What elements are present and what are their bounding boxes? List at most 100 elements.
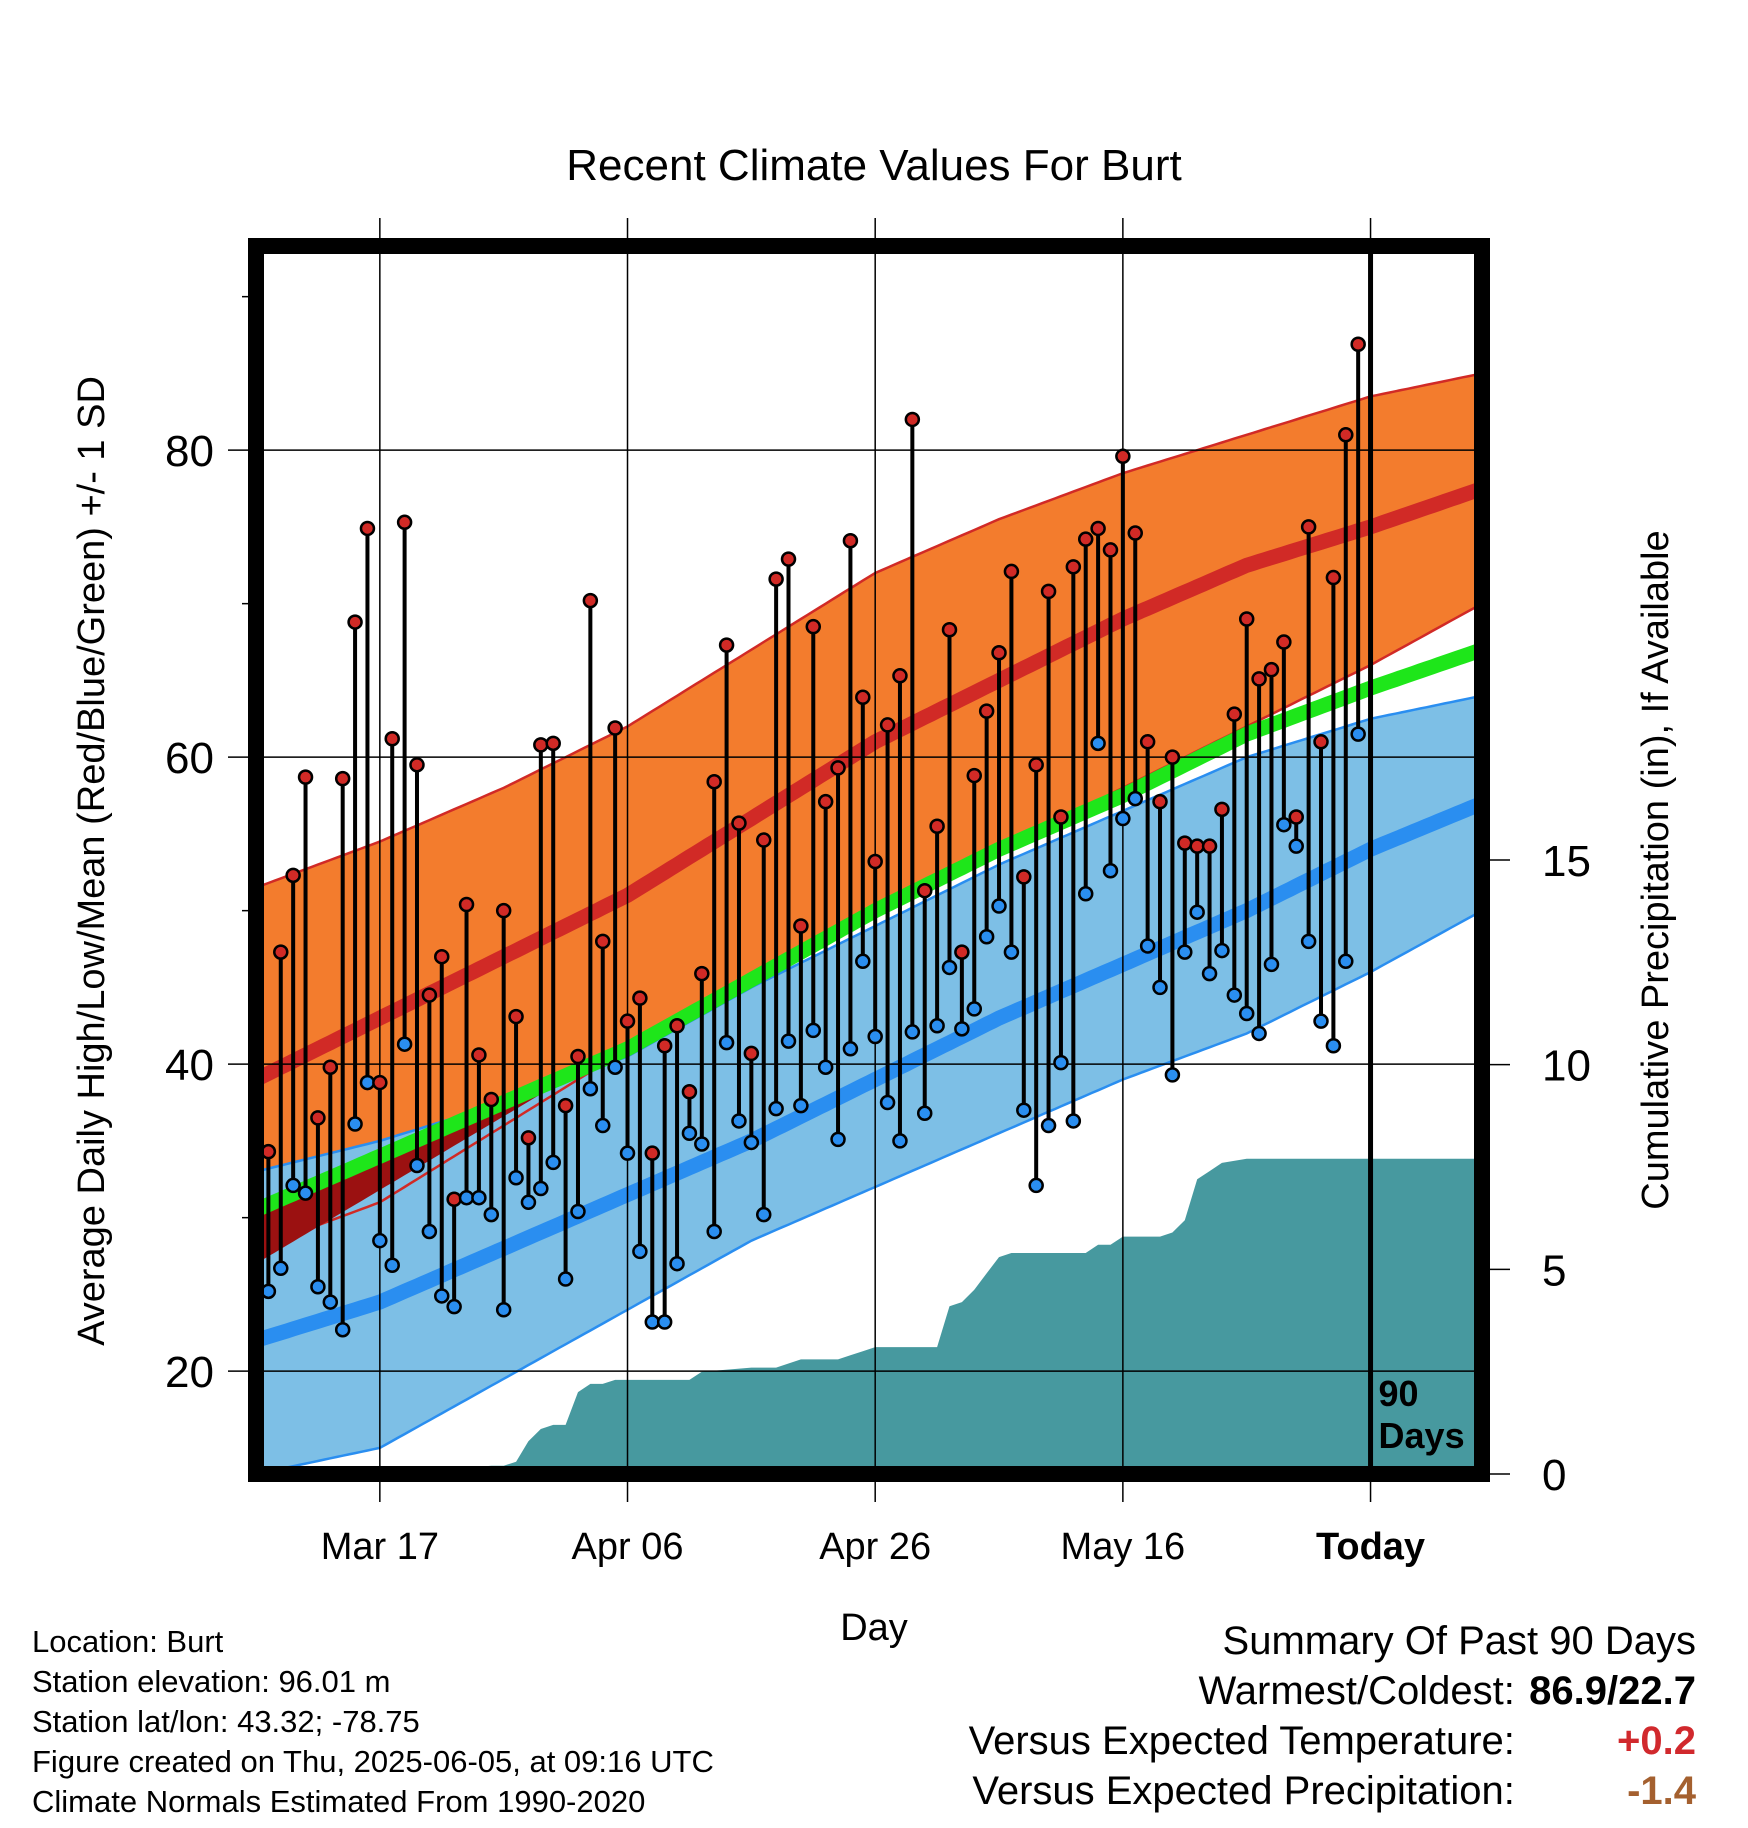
daily-high-point <box>669 1018 685 1034</box>
x-tick-label: May 16 <box>1061 1526 1186 1568</box>
daily-low-point <box>632 1243 648 1260</box>
daily-high-point <box>830 760 846 776</box>
daily-low-point <box>855 953 871 970</box>
daily-high-point <box>372 1074 388 1091</box>
daily-high-point <box>1300 519 1317 535</box>
daily-low-point <box>1028 1177 1044 1194</box>
daily-high-point <box>1065 559 1082 575</box>
daily-high-point <box>1288 809 1304 825</box>
daily-low-point <box>1214 942 1230 959</box>
daily-high-point <box>1338 427 1354 443</box>
daily-high-point <box>1040 583 1057 600</box>
daily-high-point <box>1189 838 1205 854</box>
daily-high-point <box>1313 734 1329 750</box>
daily-low-point <box>273 1260 289 1277</box>
daily-high-point <box>1127 525 1144 541</box>
daily-low-point <box>483 1206 500 1223</box>
daily-high-point <box>334 770 351 787</box>
daily-high-point <box>582 592 599 609</box>
normal-high-line <box>256 481 1482 1087</box>
daily-low-point <box>731 1113 747 1129</box>
daily-low-point <box>520 1194 537 1211</box>
y-tick-label-left: 40 <box>165 1041 214 1090</box>
daily-high-point <box>607 720 623 736</box>
summary-heading: Summary Of Past 90 Days <box>1222 1619 1696 1663</box>
normal-low-line <box>256 796 1482 1348</box>
daily-low-point <box>1090 735 1106 752</box>
daily-low-point <box>1338 953 1354 970</box>
daily-high-point <box>644 1145 661 1161</box>
daily-low-point <box>545 1154 561 1171</box>
temp-departure-value: +0.2 <box>1617 1719 1696 1763</box>
daily-low-point <box>285 1177 301 1194</box>
daily-high-point <box>1263 661 1280 678</box>
daily-low-point <box>582 1080 599 1097</box>
daily-low-point <box>867 1028 883 1045</box>
daily-low-point <box>644 1314 661 1330</box>
daily-low-point <box>322 1294 339 1310</box>
daily-low-point <box>310 1278 326 1295</box>
daily-high-point <box>929 818 945 834</box>
precipitation-area <box>317 1158 1482 1474</box>
daily-high-point <box>471 1047 487 1063</box>
daily-low-point <box>1164 1067 1181 1083</box>
station-info: Location: Burt Station elevation: 96.01 … <box>32 1622 714 1822</box>
daily-low-point <box>1065 1113 1082 1129</box>
daily-low-point <box>991 898 1007 914</box>
daily-high-point <box>780 551 797 567</box>
daily-low-point <box>372 1232 388 1249</box>
daily-high-point <box>954 944 970 960</box>
x-tick-label: Apr 26 <box>819 1526 931 1568</box>
daily-high-point <box>619 1013 636 1029</box>
daily-high-point <box>1251 671 1267 687</box>
daily-low-point <box>347 1116 363 1132</box>
today-marker-label-1: 90 <box>1379 1373 1419 1414</box>
daily-low-point <box>1288 838 1304 854</box>
daily-low-point <box>471 1189 487 1206</box>
x-tick-label: Apr 06 <box>572 1526 684 1568</box>
daily-low-point <box>1077 886 1094 902</box>
daily-high-point <box>743 1045 760 1062</box>
daily-low-point <box>966 1001 983 1017</box>
daily-low-point <box>1040 1117 1057 1134</box>
daily-high-point <box>941 622 958 638</box>
daily-low-point <box>1350 726 1366 742</box>
daily-low-point <box>904 1024 921 1040</box>
daily-high-point <box>656 1037 673 1054</box>
daily-high-point <box>805 618 822 635</box>
daily-high-point <box>1177 835 1193 851</box>
y-axis-label-left: Average Daily High/Low/Mean (Red/Blue/Gr… <box>71 376 113 1346</box>
daily-high-point <box>1053 809 1069 825</box>
daily-high-point <box>1115 448 1131 465</box>
daily-low-point <box>396 1036 413 1052</box>
daily-high-point <box>817 793 834 810</box>
daily-high-point <box>694 965 710 982</box>
daily-low-point <box>706 1223 722 1240</box>
daily-high-point <box>904 411 921 428</box>
daily-low-point <box>830 1131 846 1148</box>
daily-low-point <box>879 1094 896 1111</box>
daily-low-point <box>557 1271 574 1287</box>
daily-high-point <box>681 1084 698 1100</box>
daily-high-point <box>1102 542 1119 558</box>
precip-departure-label: Versus Expected Precipitation: <box>972 1769 1515 1813</box>
daily-high-point <box>718 637 735 653</box>
y-tick-label-left: 80 <box>165 427 214 476</box>
y-tick-label-right: 5 <box>1542 1246 1566 1295</box>
daily-high-point <box>322 1059 339 1075</box>
daily-low-point <box>607 1059 623 1075</box>
daily-low-point <box>1263 956 1280 973</box>
daily-low-point <box>1177 944 1193 960</box>
daily-high-point <box>297 769 314 785</box>
x-tick-label: Mar 17 <box>321 1526 439 1568</box>
daily-low-point <box>1226 987 1243 1003</box>
daily-low-point <box>842 1041 859 1057</box>
daily-low-point <box>916 1105 933 1122</box>
warmest-value: 86.9/22.7 <box>1529 1669 1696 1713</box>
summary-panel: Summary Of Past 90 Days Warmest/Coldest:… <box>969 1616 1696 1816</box>
daily-low-point <box>817 1059 834 1075</box>
daily-high-point <box>458 896 475 913</box>
daily-high-point <box>842 532 859 549</box>
daily-high-point <box>570 1048 586 1065</box>
daily-low-point <box>421 1223 438 1240</box>
